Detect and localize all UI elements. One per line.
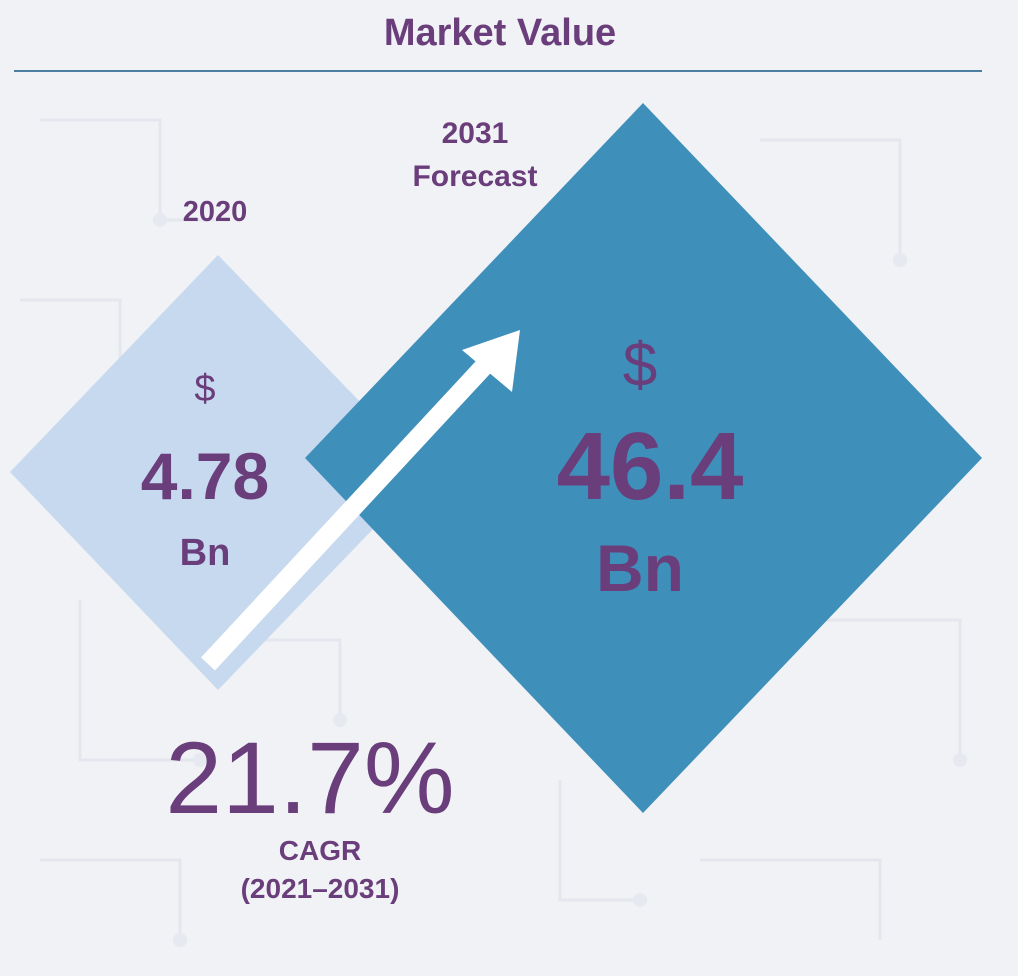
cagr-period: (2021–2031) — [240, 873, 400, 904]
cagr-label-block: CAGR (2021–2031) — [210, 832, 430, 908]
currency-2020: $ — [194, 368, 216, 410]
year-2031-value: 2031 — [441, 117, 509, 150]
value-2020: 4.78 — [140, 439, 270, 513]
page-title: Market Value — [383, 12, 617, 54]
value-2031: 46.4 — [556, 413, 744, 520]
unit-2031: Bn — [596, 531, 684, 605]
cagr-label: CAGR — [278, 835, 362, 866]
forecast-label: Forecast — [412, 160, 538, 193]
diamond-2031 — [305, 103, 982, 813]
year-2020-label: 2020 — [182, 196, 248, 228]
title-divider — [14, 70, 982, 72]
cagr-value: 21.7% — [165, 721, 455, 835]
growth-arrow-icon — [201, 330, 520, 671]
unit-2020: Bn — [179, 532, 231, 574]
year-2031-label: 2031 Forecast — [375, 112, 575, 198]
currency-2031: $ — [622, 331, 658, 400]
diamond-2020 — [10, 255, 428, 690]
